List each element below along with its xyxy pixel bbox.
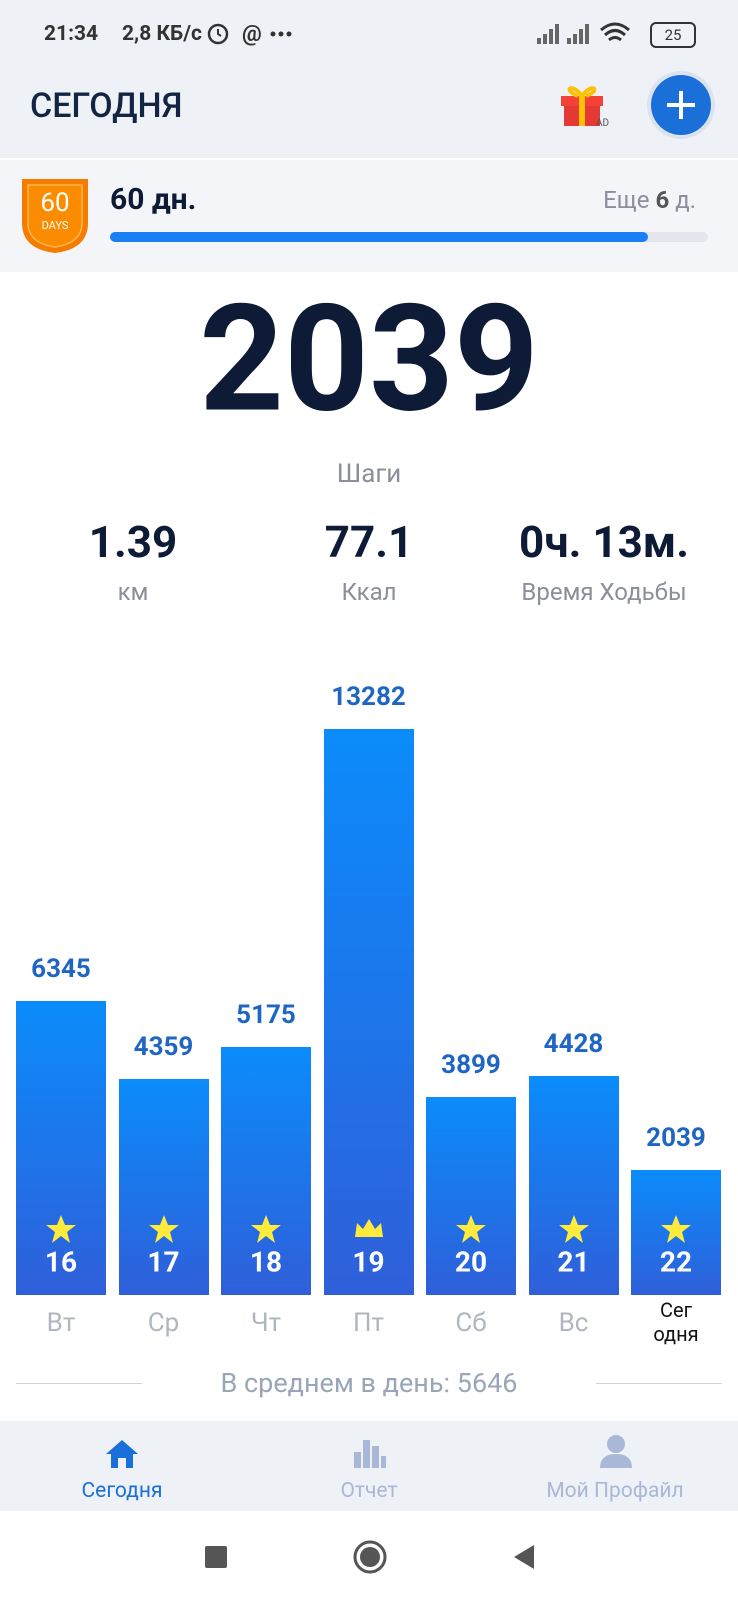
bar[interactable] (118, 1078, 209, 1295)
add-button[interactable] (646, 70, 716, 140)
streak-panel (0, 160, 738, 272)
day-marker (354, 1219, 383, 1237)
badge-number: 60 (40, 188, 69, 218)
badge-label: DAYS (42, 219, 69, 232)
category-label: Сб (455, 1308, 487, 1338)
stat-value: 1.39 (88, 516, 178, 568)
day-number: 17 (147, 1245, 180, 1279)
day-marker (46, 1215, 76, 1243)
nav-icon-report[interactable] (352, 1436, 388, 1470)
header-title: СЕГОДНЯ (30, 86, 183, 126)
day-marker (251, 1215, 281, 1243)
day-number: 22 (659, 1245, 693, 1279)
status-icons: @ (207, 22, 292, 47)
nav-label[interactable]: Мой Профайл (546, 1479, 684, 1503)
bar[interactable] (426, 1096, 516, 1295)
gift-button[interactable]: AD (558, 82, 610, 128)
bar-value-label: 4428 (543, 1028, 604, 1059)
category-label: Ср (147, 1308, 180, 1338)
nav-icon-profile[interactable] (598, 1434, 634, 1470)
steps-count: 2039 (199, 273, 539, 447)
bar-value-label: 3899 (441, 1049, 501, 1080)
bar-value-label: 13282 (331, 682, 406, 712)
nav-icon-today[interactable] (104, 1438, 140, 1470)
bar[interactable] (221, 1046, 311, 1295)
category-label: Вт (46, 1308, 76, 1338)
category-label: Сег одня (653, 1298, 699, 1346)
day-number: 16 (44, 1245, 78, 1279)
day-number: 19 (352, 1245, 385, 1279)
remaining-prefix: Еще (603, 186, 650, 214)
stat-value: 0ч. 13м. (519, 516, 689, 568)
stat-label: Ккал (341, 578, 397, 606)
divider (596, 1383, 722, 1384)
average-label: В среднем в день: (220, 1367, 451, 1399)
day-number: 21 (557, 1245, 590, 1279)
bar-value-label: 6345 (31, 953, 91, 984)
remaining-value: 6 (655, 186, 670, 214)
average-value: 5646 (456, 1367, 518, 1399)
category-label: Чт (250, 1308, 282, 1338)
stat-value: 77.1 (324, 516, 414, 568)
gift-label: AD (596, 118, 609, 128)
day-marker (456, 1215, 486, 1243)
day-marker (661, 1215, 691, 1243)
average: В среднем в день: 5646 (221, 1367, 518, 1399)
category-label: Вс (558, 1308, 589, 1338)
progress-fill (110, 232, 649, 242)
system-buttons[interactable] (200, 1532, 540, 1580)
bar[interactable] (16, 1000, 106, 1295)
remaining-suffix: д. (675, 186, 696, 214)
day-marker (558, 1215, 589, 1243)
streak-title: 60 дн. (110, 182, 197, 217)
nav-label[interactable]: Отчет (340, 1479, 398, 1503)
nav-label[interactable]: Сегодня (81, 1479, 163, 1503)
status-signal (537, 22, 630, 44)
stat-label: км (117, 578, 149, 606)
category-label: Пт (352, 1308, 385, 1338)
status-time: 21:34 (44, 22, 99, 46)
status-battery: 25 (650, 22, 696, 48)
bar-value-label: 5175 (236, 999, 296, 1030)
bar-value-label: 2039 (646, 1122, 706, 1153)
steps-label: Шаги (336, 459, 402, 489)
status-network: 2,8 КБ/с (122, 22, 202, 46)
top-area (0, 0, 738, 158)
streak-remaining: Еще 6 д. (603, 186, 696, 214)
bar[interactable] (528, 1075, 619, 1295)
bar[interactable] (323, 729, 414, 1295)
streak-badge: 60 DAYS (22, 179, 88, 253)
svg-text:@: @ (242, 22, 262, 47)
day-number: 18 (249, 1245, 283, 1279)
divider (16, 1383, 142, 1384)
progress-track (110, 232, 708, 242)
bar-value-label: 4359 (133, 1031, 194, 1062)
day-marker (148, 1215, 179, 1243)
day-number: 20 (454, 1245, 488, 1279)
stat-label: Время Ходьбы (521, 578, 687, 606)
